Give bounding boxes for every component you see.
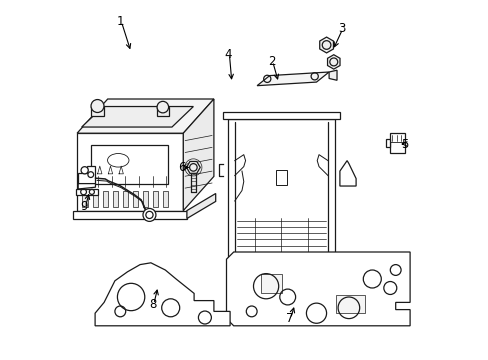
Bar xyxy=(91,145,167,184)
Text: 8: 8 xyxy=(149,298,156,311)
Bar xyxy=(102,191,107,207)
Polygon shape xyxy=(327,55,339,69)
Text: 5: 5 xyxy=(400,138,407,150)
Text: 6: 6 xyxy=(177,161,185,174)
Polygon shape xyxy=(157,107,168,116)
Polygon shape xyxy=(385,139,389,147)
Polygon shape xyxy=(183,99,213,211)
Bar xyxy=(275,170,286,185)
Bar xyxy=(153,191,158,207)
Polygon shape xyxy=(91,106,104,116)
Bar xyxy=(260,274,282,293)
Circle shape xyxy=(81,167,88,174)
Text: 3: 3 xyxy=(337,22,345,35)
Text: 2: 2 xyxy=(267,55,275,68)
Text: 7: 7 xyxy=(285,312,293,325)
Bar xyxy=(82,191,87,207)
Polygon shape xyxy=(81,107,193,127)
Bar xyxy=(122,191,127,207)
Polygon shape xyxy=(95,263,230,326)
Circle shape xyxy=(142,208,156,221)
Polygon shape xyxy=(226,252,409,326)
Circle shape xyxy=(157,101,168,113)
Bar xyxy=(133,191,138,207)
Polygon shape xyxy=(328,70,336,80)
Circle shape xyxy=(91,99,104,112)
Text: 4: 4 xyxy=(224,48,232,60)
Polygon shape xyxy=(76,189,98,195)
Polygon shape xyxy=(339,161,355,186)
Bar xyxy=(113,191,118,207)
Bar xyxy=(336,295,365,313)
Polygon shape xyxy=(223,112,339,119)
Polygon shape xyxy=(77,133,183,211)
Polygon shape xyxy=(78,166,95,184)
Polygon shape xyxy=(319,37,333,53)
Polygon shape xyxy=(257,72,328,86)
Polygon shape xyxy=(389,133,405,153)
Polygon shape xyxy=(186,194,215,219)
Bar xyxy=(163,191,168,207)
Circle shape xyxy=(88,172,94,177)
Bar xyxy=(142,191,148,207)
Bar xyxy=(92,191,98,207)
Text: 1: 1 xyxy=(116,15,124,28)
Polygon shape xyxy=(77,99,213,133)
Polygon shape xyxy=(73,211,186,219)
Polygon shape xyxy=(186,162,200,173)
Polygon shape xyxy=(78,184,95,189)
Text: 9: 9 xyxy=(81,201,88,213)
